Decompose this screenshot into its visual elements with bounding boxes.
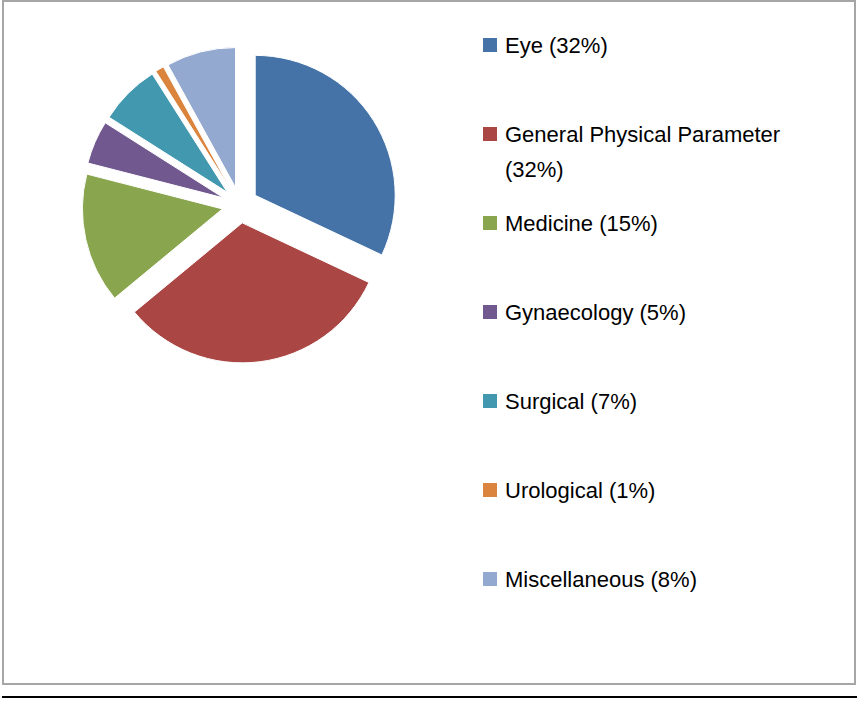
- legend-swatch: [483, 127, 497, 141]
- legend-label: Surgical (7%): [505, 389, 637, 414]
- legend-label: Gynaecology (5%): [505, 300, 686, 325]
- chart-frame: [3, 1, 855, 684]
- legend-swatch: [483, 216, 497, 230]
- legend: Eye (32%) General Physical Parameter(32%)…: [483, 33, 780, 592]
- bottom-rule: [2, 696, 857, 698]
- legend-swatch: [483, 572, 497, 586]
- pie: [82, 48, 395, 363]
- legend-label: Urological (1%): [505, 478, 655, 503]
- legend-label: Miscellaneous (8%): [505, 567, 697, 592]
- chart: Eye (32%) General Physical Parameter(32%)…: [0, 0, 859, 702]
- pie-slice: [82, 174, 222, 298]
- pie-slice: [255, 55, 395, 255]
- pie-slice: [168, 48, 235, 188]
- legend-label: Eye (32%): [505, 33, 608, 58]
- legend-swatch: [483, 394, 497, 408]
- legend-label: Medicine (15%): [505, 211, 658, 236]
- legend-label: General Physical Parameter(32%): [505, 122, 780, 182]
- legend-swatch: [483, 38, 497, 52]
- legend-swatch: [483, 305, 497, 319]
- legend-swatch: [483, 483, 497, 497]
